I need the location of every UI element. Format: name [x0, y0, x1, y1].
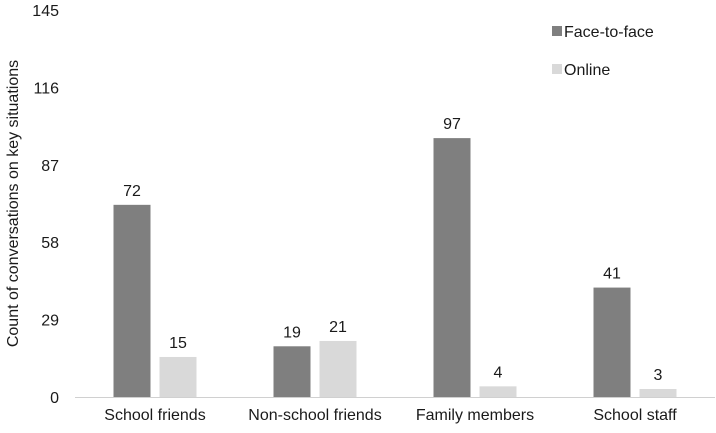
bar-online: [319, 340, 357, 397]
bar-value-label: 72: [123, 183, 141, 200]
bar-value-label: 15: [169, 335, 187, 352]
bars: [113, 138, 677, 397]
x-tick-label: School friends: [104, 407, 205, 424]
legend: Face-to-face Online: [552, 24, 654, 79]
legend-label: Online: [564, 62, 610, 79]
legend-swatch: [552, 64, 562, 74]
y-tick-label: 116: [33, 80, 59, 97]
y-tick-label: 87: [41, 158, 59, 175]
bar-face-to-face: [273, 346, 311, 397]
bar-face-to-face: [433, 138, 471, 397]
bar-value-label: 4: [494, 364, 503, 381]
bar-value-label: 19: [283, 324, 301, 341]
bar-face-to-face: [593, 287, 631, 397]
x-tick-label: School staff: [593, 407, 677, 424]
x-tick-label: Family members: [416, 407, 534, 424]
y-axis-label: Count of conversations on key situations: [5, 60, 22, 347]
bar-online: [479, 386, 517, 397]
x-tick-label: Non-school friends: [248, 407, 381, 424]
legend-swatch: [552, 26, 562, 36]
y-tick-label: 0: [50, 390, 59, 407]
bar-value-label: 97: [443, 116, 461, 133]
bar-data-labels: 72 15 19 21 97 4 41 3: [123, 116, 662, 384]
bar-online: [639, 388, 677, 397]
bar-value-label: 21: [329, 319, 347, 336]
x-tick-labels: School friends Non-school friends Family m…: [104, 407, 677, 424]
bar-value-label: 3: [654, 367, 663, 384]
bar-online: [159, 356, 197, 397]
y-tick-label: 29: [41, 313, 59, 330]
bar-face-to-face: [113, 204, 151, 397]
legend-label: Face-to-face: [564, 24, 654, 41]
y-tick-labels: 0 29 58 87 116 145: [32, 3, 59, 407]
bar-value-label: 41: [603, 266, 621, 283]
y-axis-label-group: Count of conversations on key situations: [5, 60, 22, 347]
y-tick-label: 145: [32, 3, 59, 20]
y-tick-label: 58: [41, 235, 59, 252]
